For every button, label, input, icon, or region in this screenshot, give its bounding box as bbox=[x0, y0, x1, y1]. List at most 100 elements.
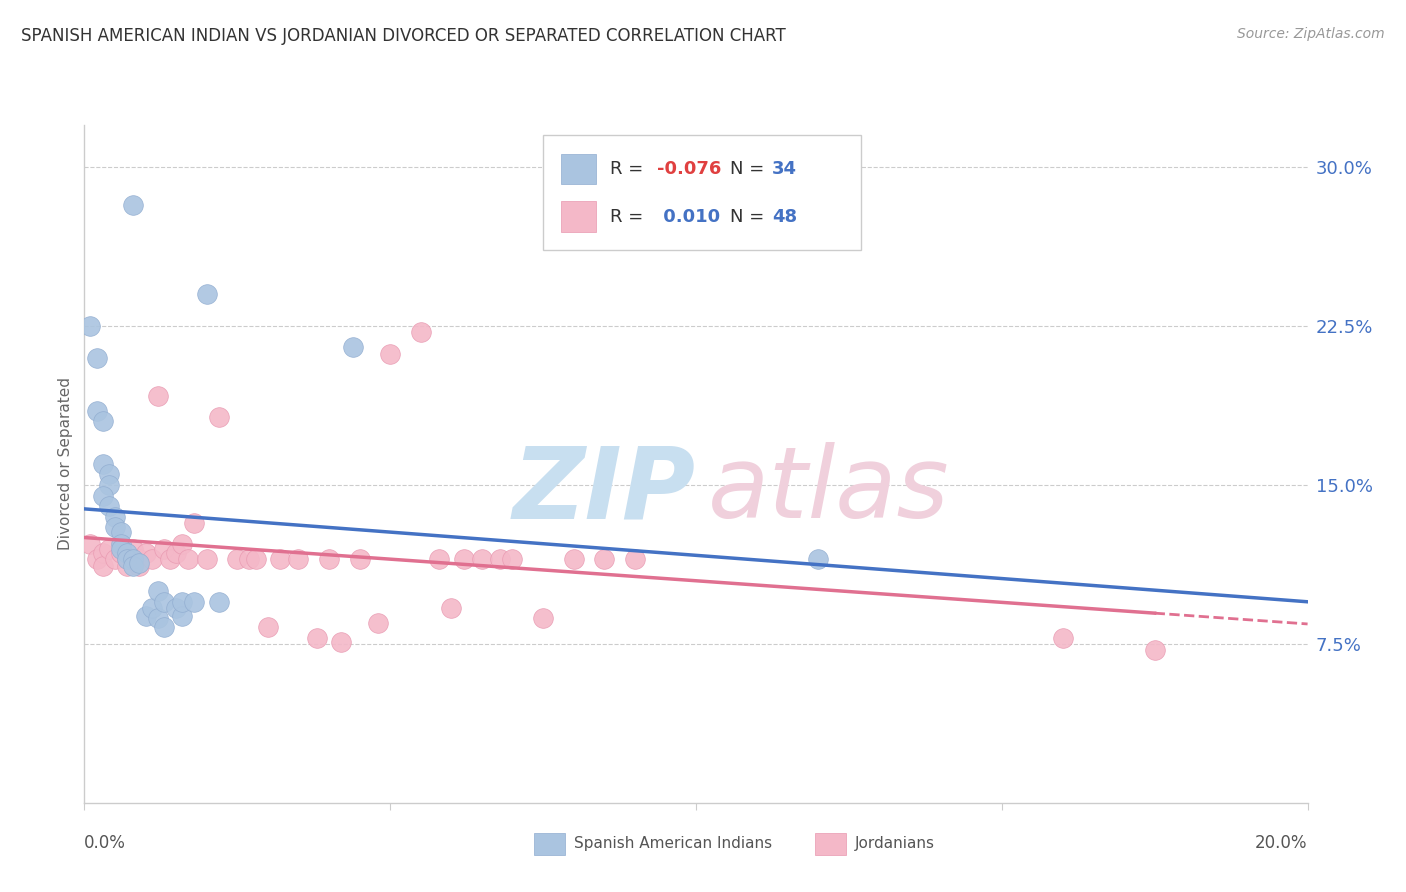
Point bbox=[195, 287, 218, 301]
Point bbox=[97, 467, 120, 482]
Point bbox=[172, 609, 194, 624]
Point bbox=[141, 552, 163, 566]
Text: SPANISH AMERICAN INDIAN VS JORDANIAN DIVORCED OR SEPARATED CORRELATION CHART: SPANISH AMERICAN INDIAN VS JORDANIAN DIV… bbox=[21, 27, 786, 45]
Point bbox=[238, 552, 260, 566]
Point bbox=[110, 524, 132, 539]
Point bbox=[153, 541, 176, 556]
FancyBboxPatch shape bbox=[543, 135, 860, 251]
Point bbox=[165, 546, 187, 560]
Point bbox=[86, 552, 108, 566]
Point bbox=[146, 584, 169, 599]
Point bbox=[97, 500, 120, 514]
Point bbox=[86, 404, 108, 418]
FancyBboxPatch shape bbox=[561, 202, 596, 232]
Point bbox=[342, 340, 364, 354]
Point bbox=[159, 552, 181, 566]
Point bbox=[115, 558, 138, 573]
Text: R =: R = bbox=[610, 208, 650, 226]
Point bbox=[115, 552, 138, 566]
Text: N =: N = bbox=[730, 160, 770, 178]
Point bbox=[110, 537, 132, 551]
Point bbox=[91, 415, 114, 429]
Text: atlas: atlas bbox=[709, 442, 950, 540]
Point bbox=[91, 546, 114, 560]
Point bbox=[226, 552, 249, 566]
Text: Spanish American Indians: Spanish American Indians bbox=[574, 837, 772, 851]
Point bbox=[128, 558, 150, 573]
Point bbox=[440, 601, 463, 615]
Point bbox=[122, 198, 145, 212]
Text: 0.0%: 0.0% bbox=[84, 834, 127, 852]
Point bbox=[195, 552, 218, 566]
Text: -0.076: -0.076 bbox=[657, 160, 721, 178]
Point bbox=[208, 594, 231, 608]
Point bbox=[146, 611, 169, 625]
Point bbox=[807, 552, 830, 566]
Point bbox=[208, 410, 231, 425]
Point bbox=[91, 457, 114, 471]
Point bbox=[146, 389, 169, 403]
Point bbox=[153, 620, 176, 634]
Point bbox=[141, 601, 163, 615]
Point bbox=[624, 552, 647, 566]
Point bbox=[79, 319, 101, 334]
Point bbox=[287, 552, 309, 566]
Point bbox=[104, 552, 127, 566]
Point bbox=[183, 516, 205, 530]
Point bbox=[97, 478, 120, 492]
Point bbox=[110, 546, 132, 560]
Point bbox=[502, 552, 524, 566]
Point bbox=[104, 520, 127, 534]
Point bbox=[172, 537, 194, 551]
Point bbox=[153, 594, 176, 608]
Point bbox=[165, 601, 187, 615]
Text: 20.0%: 20.0% bbox=[1256, 834, 1308, 852]
Point bbox=[104, 509, 127, 524]
FancyBboxPatch shape bbox=[815, 833, 846, 855]
Point bbox=[471, 552, 494, 566]
Point bbox=[453, 552, 475, 566]
Point bbox=[330, 635, 353, 649]
FancyBboxPatch shape bbox=[534, 833, 565, 855]
Point bbox=[115, 546, 138, 560]
Point bbox=[409, 326, 432, 340]
Point bbox=[91, 558, 114, 573]
Point bbox=[91, 489, 114, 503]
Point bbox=[531, 611, 554, 625]
Point bbox=[122, 552, 145, 566]
Point bbox=[115, 552, 138, 566]
Point bbox=[1052, 631, 1074, 645]
Point bbox=[135, 609, 157, 624]
Text: N =: N = bbox=[730, 208, 770, 226]
Text: 34: 34 bbox=[772, 160, 797, 178]
Point bbox=[593, 552, 616, 566]
Point bbox=[367, 615, 389, 630]
Point bbox=[172, 594, 194, 608]
Point bbox=[79, 537, 101, 551]
Text: R =: R = bbox=[610, 160, 650, 178]
Point bbox=[86, 351, 108, 365]
Point bbox=[305, 631, 328, 645]
Point bbox=[1143, 643, 1166, 657]
Point bbox=[489, 552, 512, 566]
Point bbox=[318, 552, 340, 566]
Point bbox=[245, 552, 267, 566]
Point bbox=[97, 541, 120, 556]
FancyBboxPatch shape bbox=[561, 153, 596, 184]
Text: 48: 48 bbox=[772, 208, 797, 226]
Point bbox=[380, 347, 402, 361]
Point bbox=[257, 620, 280, 634]
Point bbox=[122, 558, 145, 573]
Point bbox=[110, 541, 132, 556]
Point bbox=[349, 552, 371, 566]
Text: Jordanians: Jordanians bbox=[855, 837, 935, 851]
Text: Source: ZipAtlas.com: Source: ZipAtlas.com bbox=[1237, 27, 1385, 41]
Point bbox=[122, 541, 145, 556]
Point bbox=[427, 552, 450, 566]
Point bbox=[177, 552, 200, 566]
Y-axis label: Divorced or Separated: Divorced or Separated bbox=[58, 377, 73, 550]
Text: ZIP: ZIP bbox=[513, 442, 696, 540]
Point bbox=[269, 552, 291, 566]
Point bbox=[135, 546, 157, 560]
Point bbox=[562, 552, 585, 566]
